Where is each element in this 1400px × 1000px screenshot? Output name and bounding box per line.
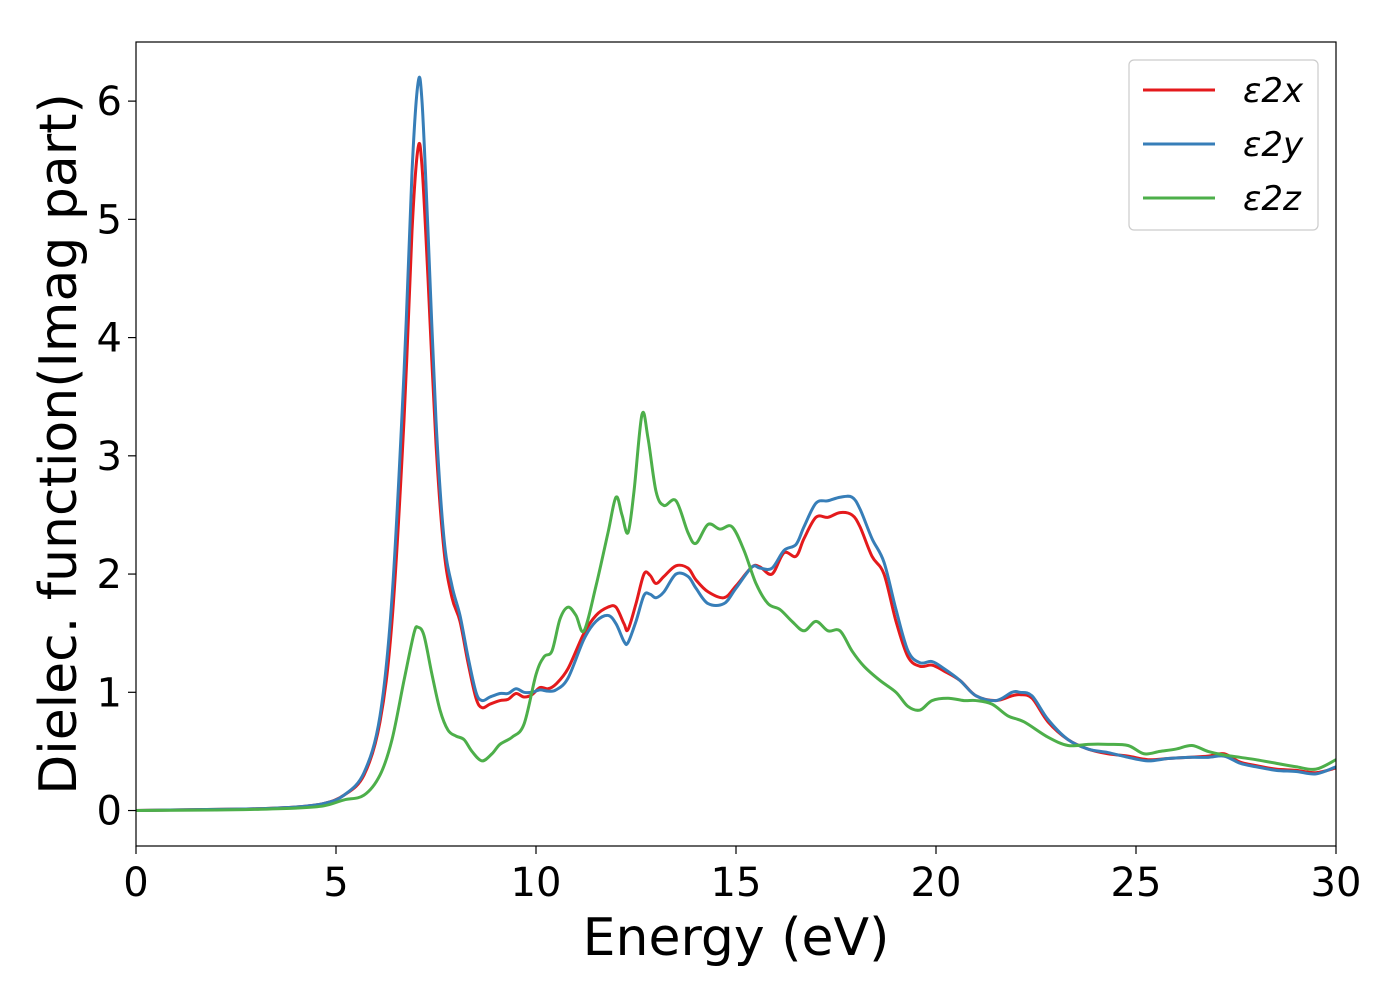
y-tick-label: 2: [97, 552, 122, 598]
y-axis-title: Dielec. function(Imag part): [29, 93, 89, 795]
y-tick-label: 6: [97, 79, 122, 125]
y-tick-label: 3: [97, 434, 122, 480]
legend: ε2x ε2y ε2z: [1128, 59, 1319, 231]
x-tick-label: 20: [911, 860, 962, 906]
plot-lines: [135, 75, 1337, 813]
x-tick-label: 25: [1111, 860, 1162, 906]
x-tick-label: 5: [323, 860, 348, 906]
series-line-2: [135, 75, 1337, 813]
legend-box: [1128, 59, 1319, 231]
y-tick-label: 0: [97, 789, 122, 835]
x-tick-label: 30: [1311, 860, 1362, 906]
x-tick-label: 10: [511, 860, 562, 906]
x-axis-title: Energy (eV): [583, 908, 890, 968]
x-tick-label: 15: [711, 860, 762, 906]
legend-label: ε2z: [1243, 179, 1302, 219]
series-line-3: [135, 410, 1337, 813]
legend-label: ε2x: [1243, 71, 1304, 111]
x-tick-label: 0: [123, 860, 148, 906]
x-axis-ticks: 0 5 10 15 20 25 30: [123, 846, 1361, 906]
y-tick-label: 1: [97, 670, 122, 716]
series-line-1: [135, 142, 1337, 813]
legend-label: ε2y: [1243, 125, 1304, 165]
y-tick-label: 4: [97, 316, 122, 362]
y-tick-label: 5: [97, 197, 122, 243]
y-axis-ticks: 0 1 2 3 4 5 6: [97, 79, 136, 835]
